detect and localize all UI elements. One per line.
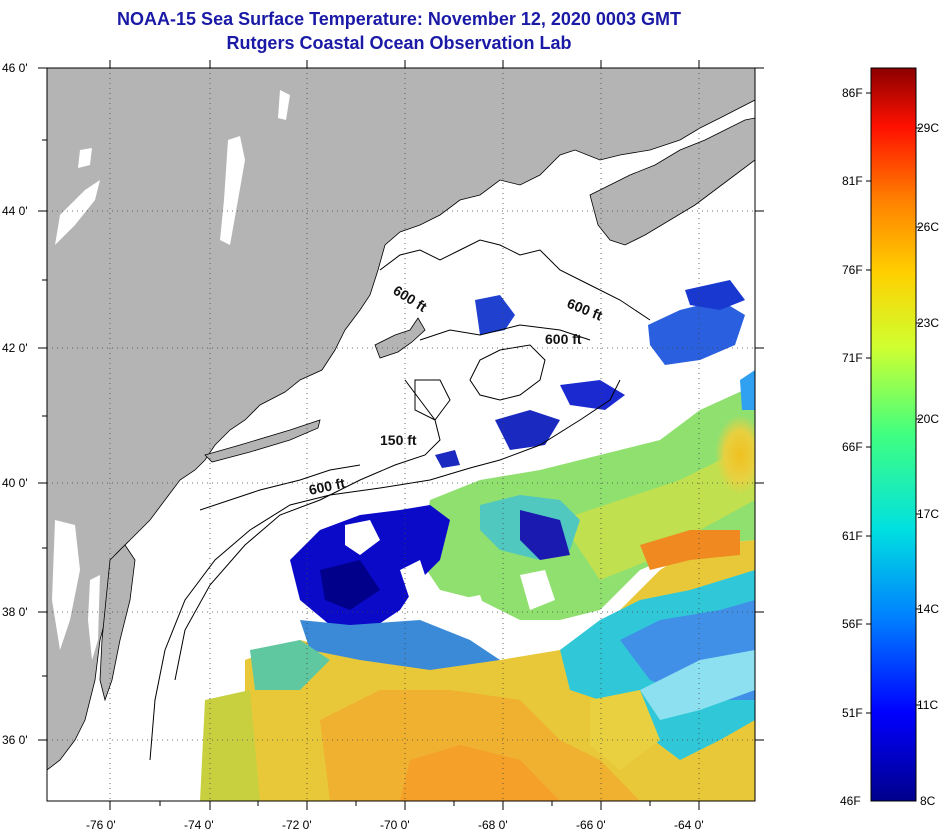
graticule	[47, 68, 755, 801]
colorbar-label-17c: 17C	[917, 507, 939, 521]
colorbar-label-23c: 23C	[917, 316, 939, 330]
colorbar-label-56f: 56F	[842, 617, 863, 631]
lon-label-72: -72 0'	[282, 818, 312, 832]
map-frame	[46, 67, 756, 802]
contour-label-600ft-c: 600 ft	[545, 331, 582, 347]
colorbar-label-76f: 76F	[842, 263, 863, 277]
colorbar-label-61f: 61F	[842, 529, 863, 543]
colorbar-label-11c: 11C	[917, 698, 938, 712]
colorbar-label-26c: 26C	[917, 220, 939, 234]
colorbar-label-66f: 66F	[842, 440, 863, 454]
lon-label-74: -74 0'	[184, 818, 214, 832]
colorbar-label-81f: 81F	[842, 174, 863, 188]
lon-label-70: -70 0'	[380, 818, 410, 832]
map-title: NOAA-15 Sea Surface Temperature: Novembe…	[117, 9, 681, 29]
colorbar-label-46f: 46F	[840, 794, 861, 808]
colorbar-label-71f: 71F	[842, 351, 863, 365]
bathymetry-contours	[149, 239, 651, 761]
lon-label-64: -64 0'	[674, 818, 704, 832]
colorbar-gradient	[870, 67, 917, 802]
colorbar-label-20c: 20C	[917, 412, 939, 426]
lon-label-76: -76 0'	[86, 818, 116, 832]
colorbar-label-14c: 14C	[917, 602, 939, 616]
colorbar-label-51f: 51F	[842, 706, 863, 720]
lat-label-36: 36 0'	[2, 733, 28, 747]
contour-label-600ft-d: 600 ft	[307, 475, 346, 498]
colorbar-label-29c: 29C	[917, 121, 939, 135]
colorbar: 86F 81F 76F 71F 66F 61F 56F 51F 46F 29C …	[840, 67, 939, 808]
contour-label-150ft: 150 ft	[380, 432, 417, 448]
lon-label-68: -68 0'	[478, 818, 508, 832]
axis-ticks	[38, 60, 764, 810]
lat-label-42: 42 0'	[2, 341, 28, 355]
land-mass	[47, 68, 755, 771]
sst-data-layer	[196, 88, 755, 801]
map-subtitle: Rutgers Coastal Ocean Observation Lab	[226, 33, 572, 53]
lat-label-40: 40 0'	[2, 476, 28, 490]
lat-label-46: 46 0'	[2, 61, 28, 75]
colorbar-label-86f: 86F	[842, 86, 863, 100]
colorbar-label-8c: 8C	[920, 794, 936, 808]
lon-label-66: -66 0'	[576, 818, 606, 832]
lat-label-38: 38 0'	[2, 605, 28, 619]
inland-water	[52, 90, 290, 660]
lat-label-44: 44 0'	[2, 204, 28, 218]
